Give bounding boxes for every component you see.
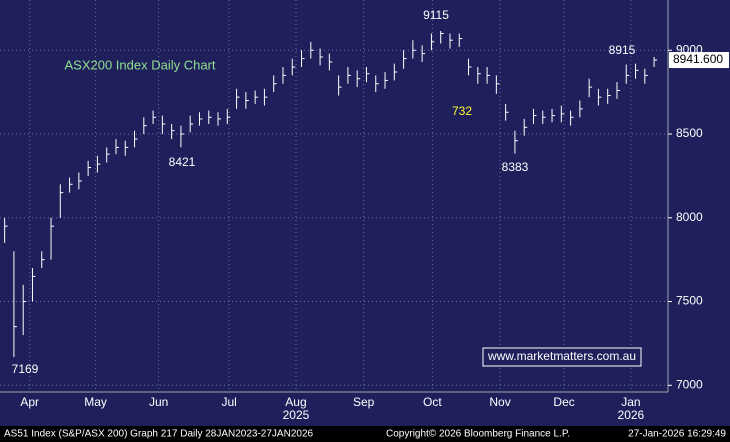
watermark-box — [482, 347, 642, 367]
x-tick-label: Jun — [149, 395, 168, 409]
x-tick-label: Aug — [285, 395, 306, 409]
annotation: 7169 — [12, 362, 39, 376]
annotation: 8421 — [169, 155, 196, 169]
annotation: 9115 — [423, 8, 449, 22]
annotation: 732 — [452, 104, 472, 118]
watermark: www.marketmatters.com.au — [487, 349, 636, 363]
x-tick-label: Sep — [353, 395, 375, 409]
y-tick-label: 8000 — [676, 210, 703, 224]
x-tick-label: Nov — [489, 395, 510, 409]
plot — [0, 0, 668, 392]
x-tick-label: Apr — [20, 395, 39, 409]
y-tick-label: 7500 — [676, 294, 703, 308]
annotation: 8915 — [609, 43, 636, 57]
chart-title: ASX200 Index Daily Chart — [64, 57, 215, 72]
footer-left: AS51 Index (S&P/ASX 200) Graph 217 Daily… — [4, 429, 314, 440]
y-tick-label: 8500 — [676, 126, 703, 140]
x-tick-label: Jan — [621, 395, 640, 409]
y-tick-label: 7000 — [676, 377, 703, 391]
x-tick-label: Oct — [423, 395, 442, 409]
x-tick-label: May — [84, 395, 107, 409]
last-price-label: 8941.600 — [673, 52, 723, 66]
annotation: 8383 — [502, 160, 529, 174]
x-tick-label: Dec — [553, 395, 574, 409]
footer-bar — [0, 426, 730, 442]
x-year-label: 2025 — [283, 408, 310, 422]
x-tick-label: Jul — [221, 395, 236, 409]
footer-middle: Copyright© 2026 Bloomberg Finance L.P. — [386, 429, 570, 440]
footer-right: 27-Jan-2026 16:29:49 — [628, 429, 726, 440]
x-year-label: 2026 — [618, 408, 645, 422]
last-price-box — [669, 52, 729, 69]
